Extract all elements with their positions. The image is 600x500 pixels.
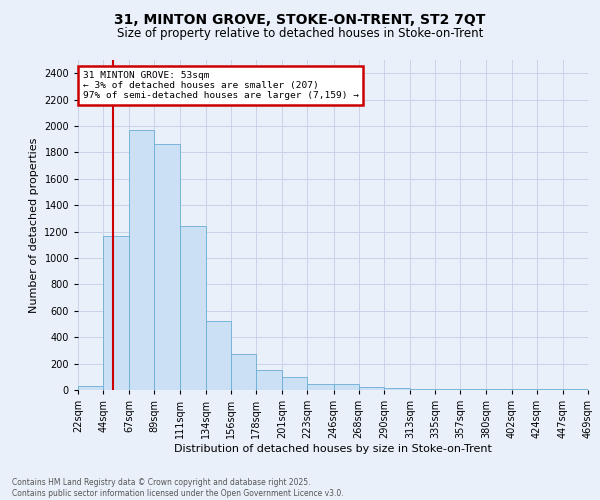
Bar	[130, 130, 154, 390]
Y-axis label: Number of detached properties: Number of detached properties	[29, 138, 38, 312]
Bar	[588, 388, 600, 390]
Bar	[206, 322, 231, 390]
X-axis label: Distribution of detached houses by size in Stoke-on-Trent: Distribution of detached houses by size …	[174, 444, 492, 454]
Bar	[307, 384, 334, 390]
Bar	[179, 226, 206, 390]
Text: 31, MINTON GROVE, STOKE-ON-TRENT, ST2 7QT: 31, MINTON GROVE, STOKE-ON-TRENT, ST2 7Q…	[115, 12, 485, 26]
Bar	[334, 384, 359, 390]
Bar	[384, 388, 410, 390]
Bar	[103, 236, 130, 390]
Bar	[410, 388, 435, 390]
Text: Contains HM Land Registry data © Crown copyright and database right 2025.
Contai: Contains HM Land Registry data © Crown c…	[12, 478, 344, 498]
Text: 31 MINTON GROVE: 53sqm
← 3% of detached houses are smaller (207)
97% of semi-det: 31 MINTON GROVE: 53sqm ← 3% of detached …	[83, 70, 359, 101]
Bar	[359, 388, 384, 390]
Bar	[231, 354, 256, 390]
Bar	[154, 144, 179, 390]
Text: Size of property relative to detached houses in Stoke-on-Trent: Size of property relative to detached ho…	[117, 28, 483, 40]
Bar	[256, 370, 282, 390]
Bar	[282, 378, 307, 390]
Bar	[78, 386, 103, 390]
